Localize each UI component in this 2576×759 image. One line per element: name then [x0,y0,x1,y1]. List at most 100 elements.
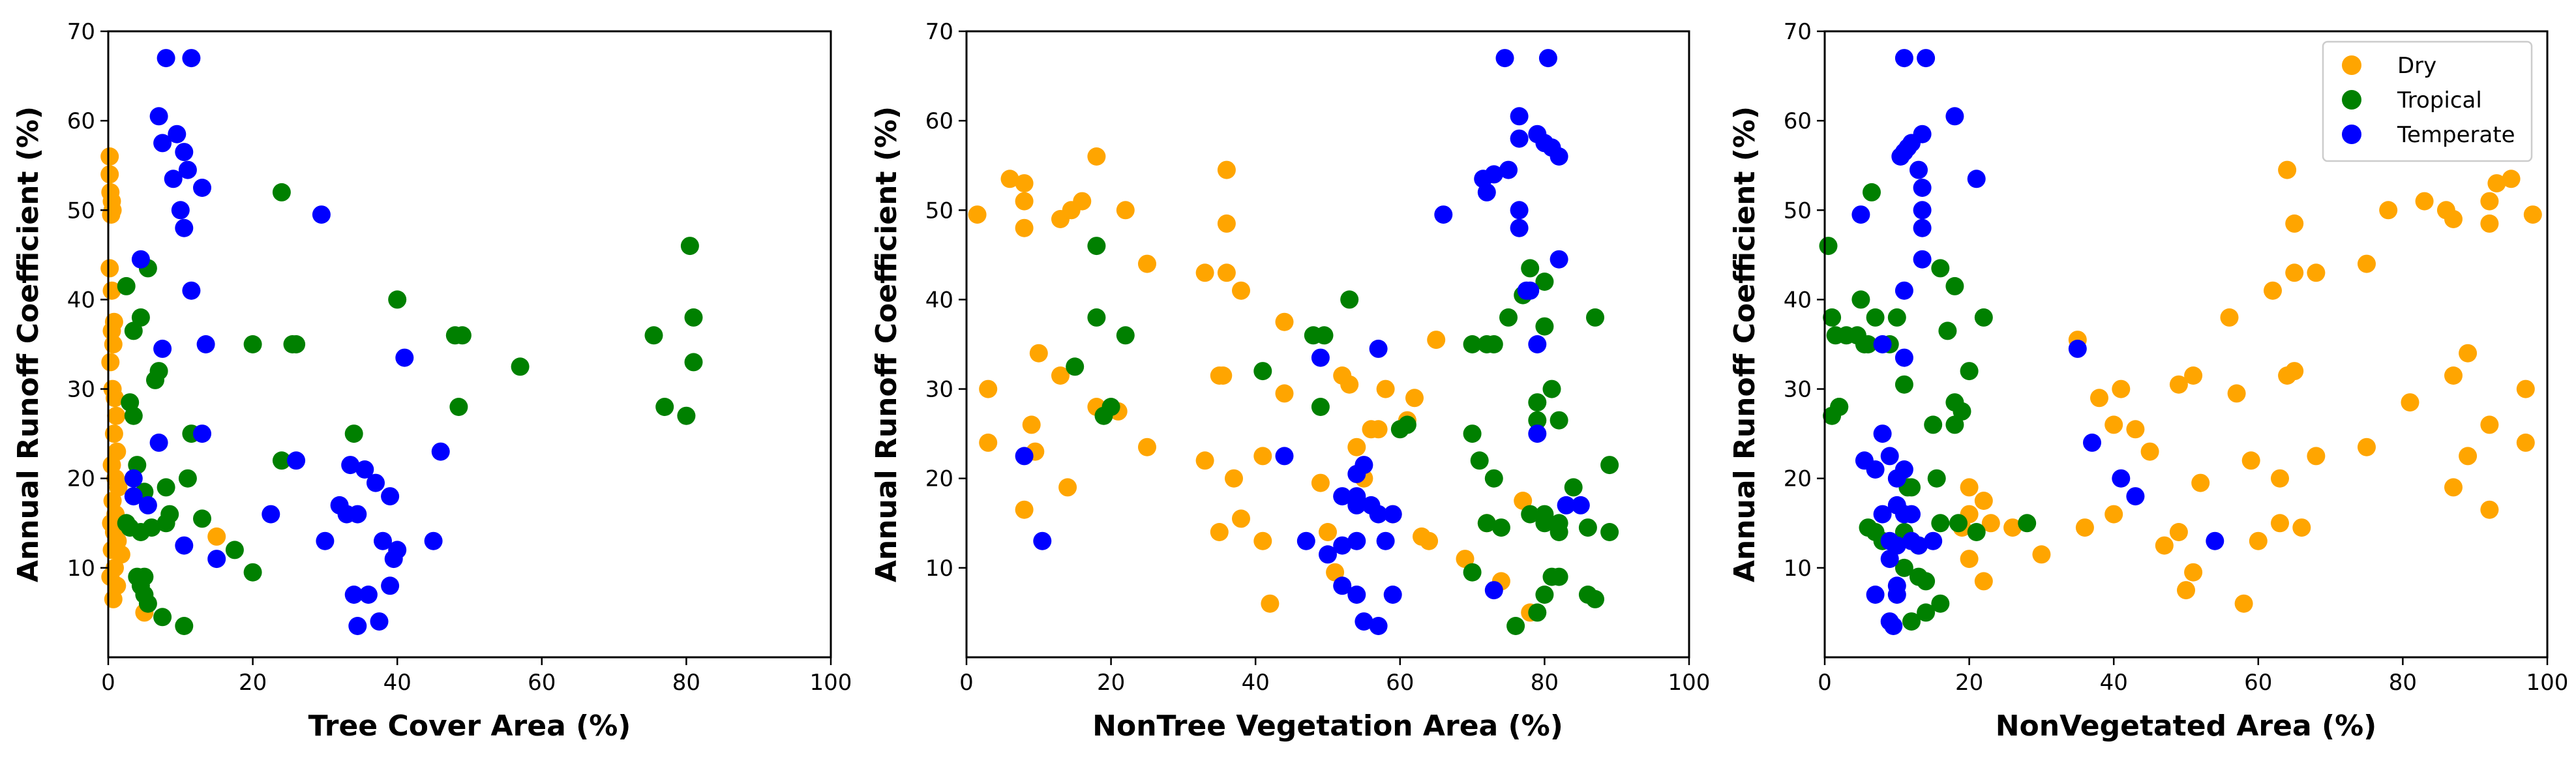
axes-frame [107,30,832,659]
point-temperate [1873,424,1892,443]
y-tick-label: 70 [67,19,95,45]
point-tropical [1066,357,1085,376]
point-temperate [1499,160,1518,179]
point-tropical [287,335,306,353]
point-tropical [121,518,140,537]
point-tropical [1855,335,1874,353]
point-temperate [1895,505,1913,524]
point-dry [1960,550,1979,569]
point-tropical [1974,308,1993,327]
point-dry [2480,214,2499,233]
point-temperate [1333,536,1352,555]
point-temperate [1917,49,1936,68]
point-tropical [138,594,157,613]
point-dry [2487,174,2506,193]
point-temperate [1517,281,1536,300]
point-dry [1981,514,2000,533]
point-temperate [1495,49,1514,68]
point-dry [2401,393,2419,412]
point-tropical [1945,415,1964,434]
point-temperate [1347,586,1366,604]
point-tropical [1819,237,1838,256]
point-temperate [157,49,175,68]
y-tick-label: 60 [1784,108,1812,134]
point-tropical [1953,402,1971,421]
point-tropical [684,308,703,327]
point-temperate [348,505,367,524]
point-temperate [1510,201,1529,220]
point-tropical [2018,514,2037,533]
point-dry [1015,174,1034,193]
point-dry [2379,201,2398,220]
point-temperate [1945,107,1964,126]
point-temperate [1913,201,1932,220]
point-tropical [1535,273,1554,291]
y-tick-label: 60 [67,108,95,134]
point-dry [2184,366,2203,385]
point-dry [2523,205,2542,224]
point-dry [1347,438,1366,456]
x-tick-label: 40 [1242,670,1270,696]
point-temperate [424,531,443,550]
point-temperate [196,335,215,353]
y-tick-label: 70 [1784,19,1812,45]
y-axis-label: Annual Runoff Coefficient (%) [12,106,45,582]
point-temperate [1550,250,1568,269]
point-tropical [1931,259,1950,278]
point-tropical [1463,335,1482,353]
y-tick-label: 50 [67,198,95,224]
legend-label-tropical: Tropical [2397,87,2482,113]
points-panel-3 [1819,49,2542,635]
point-tropical [655,398,674,416]
point-temperate [1333,487,1352,506]
point-tropical [1960,362,1979,381]
point-temperate [1913,179,1932,197]
y-tick-label: 20 [67,466,95,492]
point-tropical [1823,308,1842,327]
point-temperate [1873,505,1892,524]
point-tropical [149,362,168,381]
point-dry [2480,415,2499,434]
point-temperate [348,617,367,635]
point-dry [101,353,120,372]
y-tick-label: 10 [67,556,95,582]
point-dry [968,205,987,224]
point-dry [2169,375,2188,394]
point-dry [104,424,123,443]
point-temperate [1369,617,1388,635]
point-temperate [1376,531,1395,550]
point-temperate [1319,545,1337,564]
point-dry [1217,214,1236,233]
point-temperate [1355,612,1373,631]
point-tropical [1477,514,1496,533]
y-axis-label: Annual Runoff Coefficient (%) [870,106,903,582]
point-tropical [1094,406,1113,425]
y-axis-label: Annual Runoff Coefficient (%) [1728,106,1761,582]
point-tropical [1600,523,1619,541]
legend-label-temperate: Temperate [2397,122,2515,148]
point-dry [2285,263,2304,282]
point-tropical [1087,308,1106,327]
point-temperate [168,125,187,143]
point-dry [1138,438,1156,456]
point-temperate [182,49,201,68]
point-temperate [131,250,150,269]
point-dry [2307,447,2326,466]
point-temperate [1510,129,1529,148]
point-dry [2104,415,2123,434]
point-tropical [1499,308,1518,327]
point-temperate [2112,469,2131,488]
point-temperate [153,339,172,358]
point-temperate [2083,433,2101,452]
point-dry [2140,442,2159,461]
point-tropical [1902,478,1921,497]
point-temperate [1434,205,1453,224]
point-tropical [1087,237,1106,256]
point-dry [1275,384,1294,403]
point-dry [2459,344,2478,363]
point-temperate [1333,576,1352,595]
point-temperate [1880,550,1899,569]
point-dry [2278,160,2297,179]
point-temperate [124,469,143,488]
point-dry [2480,192,2499,211]
